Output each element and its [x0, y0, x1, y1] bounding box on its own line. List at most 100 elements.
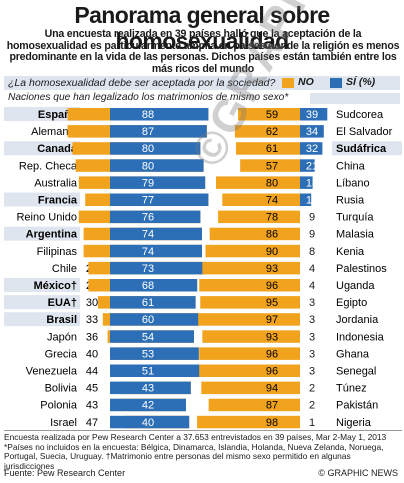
country-label: China — [336, 160, 366, 172]
country-label: Senegal — [336, 366, 376, 378]
si-bar — [110, 381, 191, 395]
footnote-notes: *Países no incluidos en la encuesta: Bél… — [4, 441, 384, 471]
no-value-label: 43 — [86, 400, 98, 412]
no-bar — [205, 244, 300, 258]
si-bar — [300, 108, 328, 121]
si-bar — [110, 313, 199, 326]
si-value-label: 18 — [306, 177, 318, 189]
no-bar — [238, 108, 300, 121]
si-bar — [300, 142, 323, 155]
country-label: Filipinas — [37, 246, 78, 258]
si-bar — [110, 244, 202, 258]
country-label: Líbano — [336, 177, 370, 189]
si-value-label: 3 — [309, 366, 315, 378]
no-bar — [234, 125, 300, 138]
question-bar: ¿La homosexualidad debe ser aceptada por… — [4, 76, 400, 90]
legal-note-text: Naciones que han legalizado los matrimon… — [8, 92, 289, 103]
legal-highlight-left — [4, 107, 80, 121]
country-label: Bolivia — [45, 383, 78, 395]
country-label: Rusia — [336, 195, 365, 207]
si-value-label: 16 — [306, 195, 318, 207]
legal-highlight-left — [4, 278, 80, 292]
footnote-block: Encuesta realizada por Pew Research Cent… — [4, 430, 402, 471]
no-value-label: 47 — [86, 417, 98, 429]
no-value-label: 36 — [86, 331, 98, 343]
legend-si-swatch — [330, 78, 342, 88]
country-label: Japón — [47, 331, 77, 343]
country-label: Uganda — [336, 280, 375, 292]
si-bar — [110, 364, 202, 377]
si-bar — [110, 261, 206, 275]
si-value-label: 42 — [142, 400, 154, 412]
si-value-label: 53 — [142, 348, 154, 360]
no-value-label: 95 — [266, 297, 278, 309]
si-value-label: 34 — [306, 126, 318, 138]
si-bar — [110, 210, 201, 224]
country-label: Sudáfrica — [336, 143, 387, 155]
no-value-label: 97 — [266, 314, 278, 326]
country-label: Jordania — [336, 314, 379, 326]
no-value-label: 93 — [266, 263, 278, 275]
no-value-label: 59 — [266, 109, 278, 121]
country-label: Ghana — [336, 348, 370, 360]
no-bar — [208, 398, 300, 412]
no-bar — [222, 193, 300, 206]
si-value-label: 4 — [309, 280, 315, 292]
no-value-label: 86 — [266, 229, 278, 241]
source-credit: Fuente: Pew Research Center — [4, 468, 126, 478]
si-value-label: 3 — [309, 331, 315, 343]
legend-no-label: NO — [298, 76, 314, 88]
no-value-label: 98 — [266, 417, 278, 429]
si-bar — [110, 193, 209, 206]
si-value-label: 74 — [142, 229, 154, 241]
no-value-label: 45 — [86, 383, 98, 395]
country-label: Malasia — [336, 229, 375, 241]
legal-note-swatch — [310, 93, 400, 104]
country-label: El Salvador — [336, 126, 393, 138]
country-label: Grecia — [45, 348, 78, 360]
si-bar — [110, 296, 196, 309]
si-value-label: 9 — [309, 229, 315, 241]
si-bar — [110, 347, 199, 360]
no-value-label: 96 — [266, 280, 278, 292]
no-value-label: 44 — [86, 366, 98, 378]
no-bar — [240, 159, 300, 172]
no-value-label: 33 — [86, 314, 98, 326]
no-bar — [199, 347, 300, 360]
si-bar — [110, 279, 198, 292]
country-label: Venezuela — [26, 366, 78, 378]
si-value-label: 4 — [309, 263, 315, 275]
intro-text: Una encuesta realizada en 39 países hall… — [6, 28, 400, 75]
country-label: Francia — [38, 195, 78, 207]
no-bar — [216, 176, 300, 189]
country-label: Rep. Checa — [19, 160, 78, 172]
si-value-label: 21 — [306, 160, 318, 172]
legal-note-row: Naciones que han legalizado los matrimon… — [4, 92, 400, 105]
country-label: Egipto — [336, 297, 367, 309]
si-bar — [110, 330, 194, 343]
question-text: ¿La homosexualidad debe ser aceptada por… — [8, 77, 276, 89]
si-value-label: 80 — [142, 160, 154, 172]
legend-no-swatch — [282, 78, 294, 88]
legal-highlight-left — [4, 192, 80, 207]
no-bar — [197, 415, 300, 429]
si-value-label: 3 — [309, 314, 315, 326]
country-label: Argentina — [26, 229, 78, 241]
country-label: Pakistán — [336, 400, 378, 412]
no-bar — [200, 296, 300, 309]
si-value-label: 68 — [142, 280, 154, 292]
country-label: Polonia — [40, 400, 78, 412]
si-value-label: 1 — [309, 417, 315, 429]
no-value-label: 90 — [266, 246, 278, 258]
si-bar — [300, 176, 313, 189]
no-bar — [198, 313, 300, 326]
no-value-label: 96 — [266, 366, 278, 378]
no-value-label: 80 — [266, 177, 278, 189]
si-value-label: 54 — [142, 331, 154, 343]
country-label: Nigeria — [336, 417, 372, 429]
country-label: Reino Unido — [16, 212, 77, 224]
copyright: © GRAPHIC NEWS — [318, 468, 398, 478]
country-label: Australia — [34, 177, 78, 189]
no-value-label: 94 — [266, 383, 278, 395]
